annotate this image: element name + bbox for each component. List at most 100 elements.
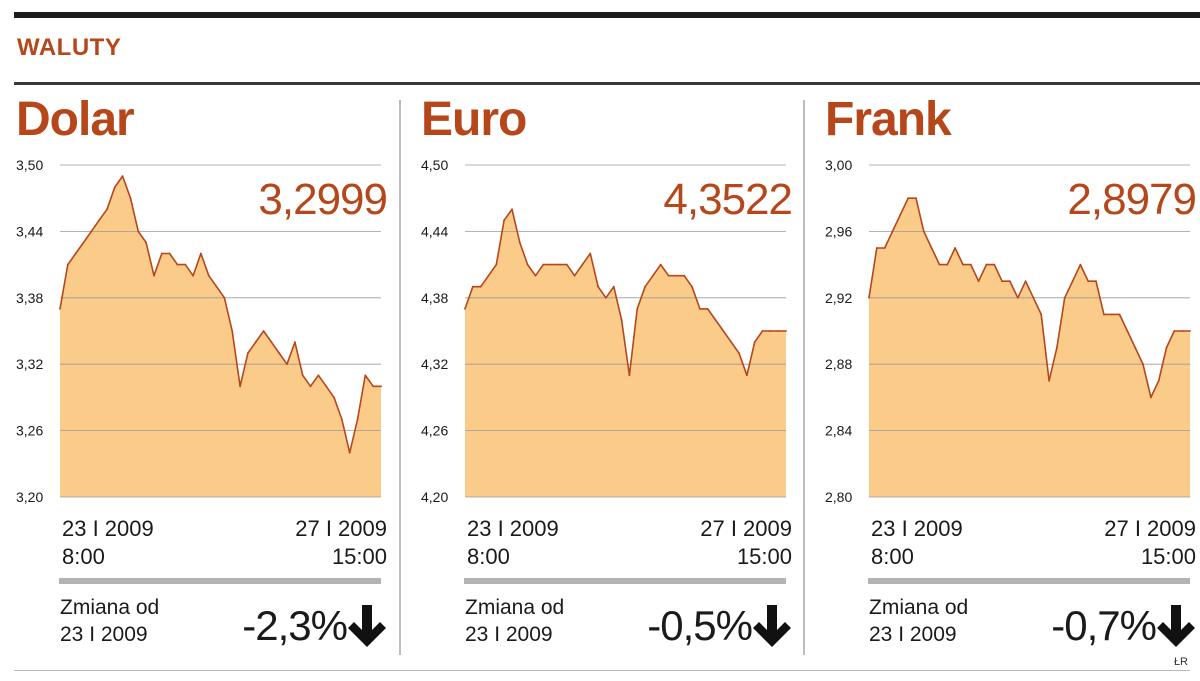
series-line bbox=[464, 208, 786, 377]
data-point bbox=[113, 186, 116, 188]
x-end-time: 15:00 bbox=[1140, 544, 1196, 569]
data-point bbox=[231, 330, 234, 332]
x-start-date: 23 I 2009 bbox=[871, 516, 963, 541]
data-point bbox=[1173, 330, 1176, 332]
data-point bbox=[464, 308, 466, 310]
series-line bbox=[868, 197, 1190, 399]
data-point bbox=[184, 263, 187, 266]
data-point bbox=[526, 263, 529, 266]
data-point bbox=[899, 213, 902, 216]
data-point bbox=[907, 197, 909, 200]
chart-title: Frank bbox=[825, 93, 952, 146]
data-point bbox=[59, 308, 61, 310]
y-tick-label: 4,32 bbox=[421, 356, 448, 372]
data-point bbox=[153, 274, 155, 277]
chart-panel-euro: Euro 4,50 4,44 4,38 4,32 4,26 4,20 4,3522 23 … bbox=[419, 88, 794, 668]
panel-divider bbox=[803, 100, 805, 655]
chart-svg: 4,50 4,44 4,38 4,32 4,26 4,20 bbox=[421, 157, 787, 505]
y-tick-label: 2,80 bbox=[825, 489, 852, 505]
series-area bbox=[60, 176, 381, 497]
panel-divider bbox=[399, 100, 401, 655]
y-tick-label: 3,32 bbox=[16, 356, 43, 372]
y-tick-label: 4,38 bbox=[421, 290, 448, 306]
header-rule bbox=[14, 82, 1200, 85]
data-point bbox=[675, 274, 678, 277]
data-point bbox=[495, 263, 498, 266]
data-point bbox=[962, 263, 964, 266]
change-label: Zmiana od 23 I 2009 bbox=[869, 594, 968, 648]
change-label: Zmiana od 23 I 2009 bbox=[60, 594, 159, 648]
data-point bbox=[1126, 330, 1129, 332]
data-point bbox=[969, 263, 972, 266]
top-rule bbox=[14, 12, 1200, 18]
x-axis-end-label: 27 I 2009 15:00 bbox=[700, 515, 792, 571]
change-label: Zmiana od 23 I 2009 bbox=[465, 594, 564, 648]
credit-text: ŁR bbox=[1173, 656, 1188, 668]
data-point bbox=[875, 247, 878, 249]
data-point bbox=[652, 274, 654, 277]
data-point bbox=[98, 219, 100, 222]
chart-panel-frank: Frank 3,00 2,96 2,92 2,88 2,84 2,80 2,8979 23… bbox=[823, 88, 1198, 668]
data-point bbox=[121, 175, 124, 177]
data-point bbox=[254, 341, 257, 343]
data-point bbox=[597, 285, 599, 288]
data-point bbox=[612, 285, 615, 288]
change-label-line1: Zmiana od bbox=[465, 596, 565, 619]
bottom-rule bbox=[14, 670, 1190, 671]
data-point bbox=[364, 374, 367, 377]
data-point bbox=[356, 418, 359, 421]
data-point bbox=[706, 308, 709, 310]
x-start-time: 8:00 bbox=[62, 544, 105, 569]
data-point bbox=[1071, 280, 1074, 283]
data-point bbox=[1040, 313, 1043, 316]
data-point bbox=[868, 296, 870, 299]
data-point bbox=[730, 341, 733, 343]
data-point bbox=[938, 263, 941, 266]
x-axis-start-label: 23 I 2009 8:00 bbox=[62, 515, 154, 571]
current-value: 3,2999 bbox=[258, 175, 388, 224]
data-point bbox=[223, 296, 226, 299]
data-point bbox=[137, 230, 140, 233]
x-axis-start-label: 23 I 2009 8:00 bbox=[871, 515, 963, 571]
data-point bbox=[1048, 379, 1050, 382]
data-point bbox=[691, 285, 693, 288]
data-point bbox=[667, 274, 670, 277]
data-point bbox=[325, 385, 328, 388]
data-point bbox=[628, 374, 631, 377]
gray-rule bbox=[59, 578, 381, 584]
data-point bbox=[891, 230, 894, 233]
data-point bbox=[341, 418, 343, 421]
data-point bbox=[581, 263, 584, 266]
data-point bbox=[1118, 313, 1121, 316]
y-tick-label: 4,50 bbox=[421, 157, 448, 173]
data-point bbox=[207, 274, 210, 277]
data-point bbox=[573, 274, 576, 277]
y-tick-label: 2,92 bbox=[825, 290, 852, 306]
data-point bbox=[761, 330, 764, 332]
data-point bbox=[683, 274, 686, 277]
y-tick-label: 2,96 bbox=[825, 223, 852, 239]
data-point bbox=[753, 341, 756, 343]
y-tick-label: 3,20 bbox=[16, 489, 43, 505]
change-label-line2: 23 I 2009 bbox=[869, 623, 957, 646]
data-point bbox=[605, 296, 607, 299]
data-point bbox=[589, 252, 592, 255]
data-point bbox=[380, 385, 382, 388]
x-start-date: 23 I 2009 bbox=[467, 516, 559, 541]
current-value: 4,3522 bbox=[663, 175, 793, 224]
data-point bbox=[659, 263, 662, 266]
data-point bbox=[977, 280, 980, 283]
data-point bbox=[168, 252, 171, 255]
x-end-date: 27 I 2009 bbox=[295, 516, 387, 541]
chart-panel-dolar: Dolar 3,50 3,44 3,38 3,32 3,26 3,20 3,2999 23… bbox=[14, 88, 389, 668]
chart-title: Dolar bbox=[16, 93, 135, 146]
data-point bbox=[90, 230, 93, 233]
data-point bbox=[714, 319, 717, 321]
data-point bbox=[1016, 296, 1019, 299]
data-point bbox=[74, 252, 77, 255]
data-point bbox=[247, 352, 249, 354]
data-point bbox=[915, 197, 917, 200]
data-point bbox=[883, 247, 886, 249]
data-point bbox=[348, 451, 351, 454]
data-point bbox=[550, 263, 552, 266]
